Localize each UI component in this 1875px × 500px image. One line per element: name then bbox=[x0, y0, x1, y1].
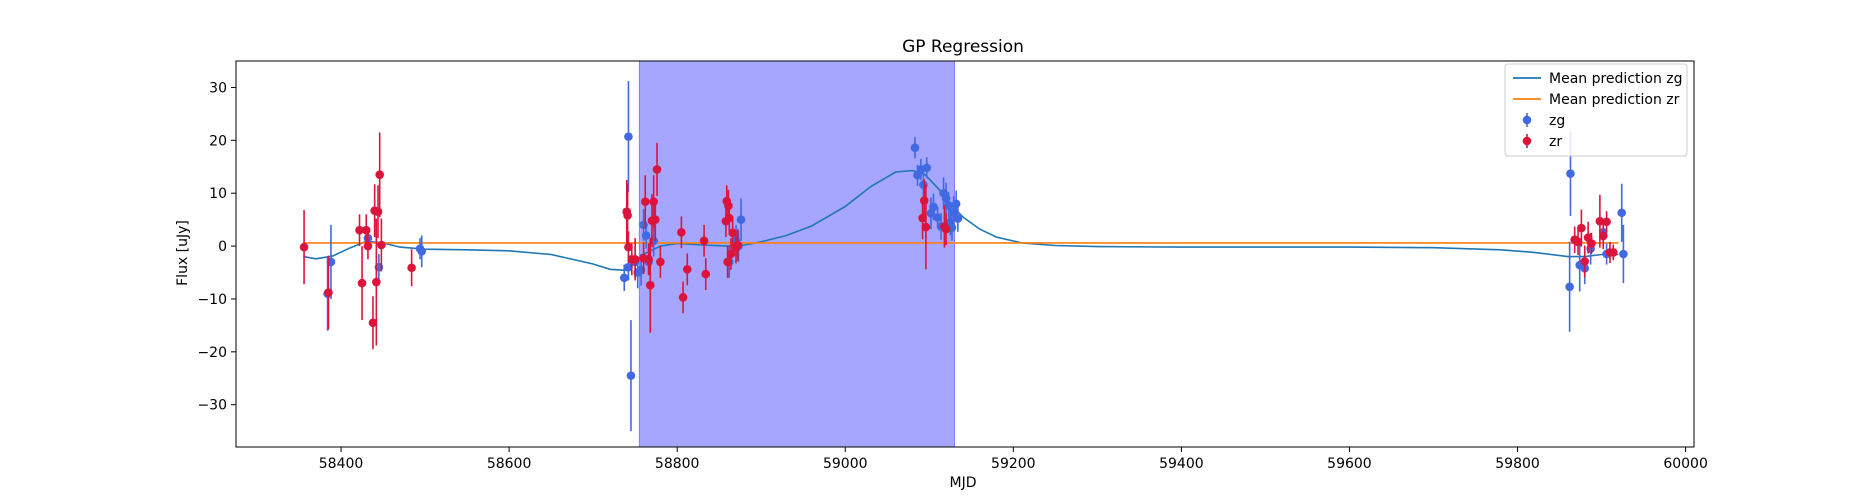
data-point-zr bbox=[624, 242, 633, 252]
x-tick-label: 58400 bbox=[319, 456, 364, 472]
data-point-zg bbox=[1617, 208, 1627, 218]
data-point-zr bbox=[1595, 216, 1605, 226]
legend: Mean prediction zg Mean prediction zr zg zr bbox=[1504, 63, 1688, 157]
data-point-zr bbox=[651, 215, 660, 224]
data-point-zr bbox=[682, 265, 692, 274]
plot-frame bbox=[235, 60, 1695, 448]
legend-label-zr: zr bbox=[1549, 134, 1562, 150]
legend-label-mean-prediction-zr: Mean prediction zr bbox=[1549, 92, 1680, 108]
data-point-zg bbox=[933, 213, 942, 222]
legend-label-mean-prediction-zg: Mean prediction zg bbox=[1549, 71, 1683, 87]
series-line-mean-zg bbox=[303, 169, 1619, 272]
data-point-zr bbox=[733, 240, 742, 250]
x-axis-label: MJD bbox=[950, 475, 977, 491]
data-point-zr bbox=[652, 165, 662, 174]
data-point-zr bbox=[1598, 231, 1608, 241]
data-point-zr bbox=[919, 196, 929, 205]
data-point-zr bbox=[941, 224, 951, 234]
data-point-zr bbox=[723, 257, 732, 267]
y-tick-label: −30 bbox=[197, 398, 227, 414]
data-point-zr bbox=[407, 263, 416, 273]
highlight-region bbox=[638, 61, 955, 447]
data-point-zr bbox=[678, 293, 688, 302]
data-point-zr bbox=[1609, 248, 1618, 257]
data-point-zr bbox=[640, 197, 650, 206]
data-point-zr bbox=[361, 225, 371, 235]
data-point-zg bbox=[624, 262, 633, 272]
data-point-zg bbox=[910, 143, 920, 153]
chart-title: GP Regression bbox=[902, 37, 1024, 57]
data-point-zr bbox=[656, 257, 665, 267]
data-point-zr bbox=[1573, 237, 1583, 247]
data-point-zr bbox=[1577, 223, 1586, 233]
plot-area: 58400 58600 58800 59000 59200 59400 59600 59800… bbox=[197, 60, 1708, 472]
y-tick-label: 30 bbox=[209, 80, 227, 96]
data-point-zr bbox=[355, 225, 364, 235]
y-tick-label: 10 bbox=[209, 186, 227, 202]
data-point-zg bbox=[619, 273, 629, 283]
data-point-zr bbox=[377, 240, 386, 250]
y-tick-label: 20 bbox=[209, 133, 227, 149]
x-tick-label: 59600 bbox=[1327, 456, 1372, 472]
data-point-zg bbox=[922, 163, 932, 173]
data-point-zg bbox=[1566, 169, 1575, 178]
data-point-zr bbox=[644, 254, 653, 264]
y-tick-label: −10 bbox=[197, 292, 227, 308]
y-tick-label: 0 bbox=[218, 239, 227, 255]
data-point-zr bbox=[728, 228, 737, 238]
data-point-zr bbox=[368, 318, 378, 328]
data-point-zr bbox=[677, 228, 686, 237]
x-tick-label: 59200 bbox=[991, 456, 1036, 472]
data-point-zg bbox=[951, 199, 961, 209]
data-point-zr bbox=[726, 249, 736, 259]
data-point-zr bbox=[699, 236, 709, 246]
data-point-zr bbox=[357, 278, 367, 288]
data-point-zr bbox=[701, 269, 711, 279]
data-point-zg bbox=[1619, 249, 1628, 259]
data-point-zr bbox=[363, 241, 373, 251]
plot-inner bbox=[299, 61, 1628, 447]
data-point-zg bbox=[736, 215, 746, 224]
data-point-zg bbox=[626, 371, 636, 380]
data-point-zr bbox=[724, 213, 734, 223]
data-point-zg bbox=[944, 201, 953, 210]
legend-swatch-zr bbox=[1522, 136, 1532, 146]
data-point-zg bbox=[624, 132, 633, 141]
data-point-zr bbox=[623, 211, 632, 220]
data-point-zg bbox=[1565, 282, 1574, 292]
y-tick-label: −20 bbox=[197, 345, 227, 361]
data-point-zr bbox=[630, 254, 640, 264]
data-point-zr bbox=[921, 222, 931, 232]
data-point-zr bbox=[324, 288, 333, 297]
legend-box bbox=[1504, 63, 1688, 157]
x-tick-label: 60000 bbox=[1663, 456, 1708, 472]
legend-label-zg: zg bbox=[1549, 113, 1565, 129]
data-point-zr bbox=[649, 197, 658, 206]
data-point-zg bbox=[929, 202, 938, 212]
x-tick-label: 58800 bbox=[655, 456, 700, 472]
data-point-zr bbox=[1602, 217, 1611, 227]
data-point-zr bbox=[375, 170, 384, 179]
data-point-zg bbox=[415, 244, 425, 254]
x-tick-label: 59000 bbox=[823, 456, 868, 472]
data-point-zr bbox=[373, 207, 383, 216]
legend-swatch-zg bbox=[1522, 115, 1532, 125]
data-point-zr bbox=[299, 242, 309, 252]
data-point-zr bbox=[372, 277, 381, 287]
y-axis-label: Flux [uJy] bbox=[175, 220, 191, 286]
data-point-zr bbox=[1587, 239, 1596, 248]
data-point-zr bbox=[1580, 257, 1590, 266]
data-point-zg bbox=[641, 231, 651, 240]
x-tick-label: 58600 bbox=[487, 456, 532, 472]
data-point-zg bbox=[953, 214, 963, 223]
data-point-zr bbox=[724, 201, 733, 211]
x-tick-label: 59800 bbox=[1495, 456, 1540, 472]
data-point-zr bbox=[645, 280, 655, 290]
x-tick-label: 59400 bbox=[1159, 456, 1204, 472]
